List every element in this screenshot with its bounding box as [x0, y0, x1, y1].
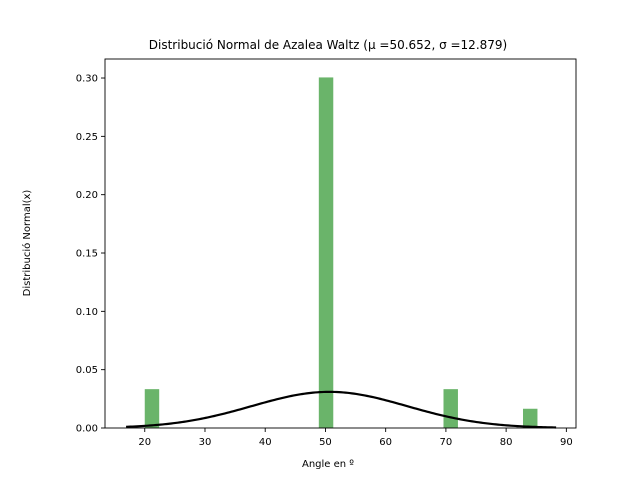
x-tick-label: 60	[379, 437, 392, 448]
y-axis-ticks: 0.00 0.05 0.10 0.15 0.20 0.25 0.30	[76, 74, 105, 435]
plot-frame	[104, 58, 577, 429]
y-tick-label: 0.15	[76, 249, 98, 260]
curve-layer	[126, 390, 557, 429]
x-tick-label: 80	[500, 437, 513, 448]
y-tick-label: 0.30	[76, 74, 98, 85]
y-tick-label: 0.25	[76, 132, 98, 143]
x-tick-label: 30	[199, 437, 212, 448]
histogram-bar	[443, 389, 458, 428]
y-tick-label: 0.05	[76, 365, 98, 376]
chart-title: Distribució Normal de Azalea Waltz (μ =5…	[149, 38, 507, 52]
x-axis-label: Angle en º	[302, 459, 354, 470]
y-tick-label: 0.10	[76, 307, 98, 318]
bars-layer	[144, 77, 538, 429]
x-tick-label: 20	[138, 437, 151, 448]
x-tick-label: 40	[259, 437, 272, 448]
histogram-bar	[318, 77, 334, 429]
histogram-bar	[144, 389, 160, 428]
x-tick-label: 50	[319, 437, 332, 448]
x-tick-label: 70	[440, 437, 453, 448]
x-tick-label: 90	[560, 437, 573, 448]
y-tick-label: 0.00	[76, 424, 98, 435]
y-tick-label: 0.20	[76, 190, 98, 201]
histogram-bar	[522, 408, 538, 428]
y-axis-label: Distribució Normal(x)	[21, 190, 33, 297]
normal-pdf-curve	[126, 390, 557, 429]
x-axis-ticks: 20 30 40 50 60 70 80 90	[138, 428, 573, 448]
